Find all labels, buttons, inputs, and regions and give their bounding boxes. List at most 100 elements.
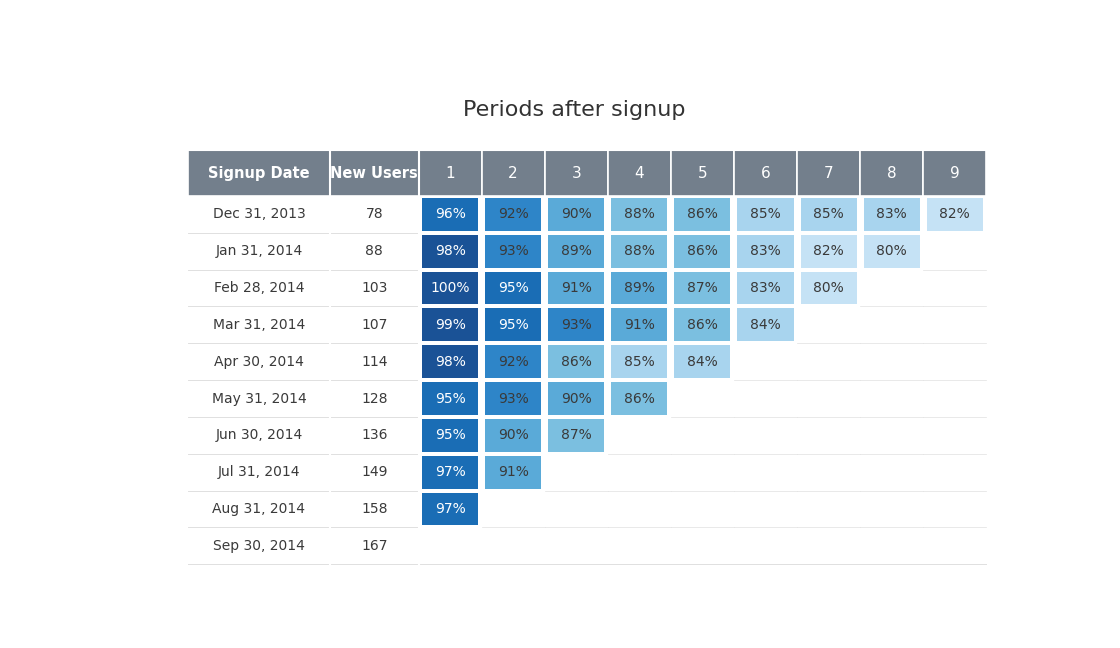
Text: 3: 3 [571, 165, 581, 181]
Bar [330, 233, 419, 270]
Bar [422, 492, 478, 526]
Bar [860, 150, 923, 196]
Bar [422, 308, 478, 341]
Bar [419, 150, 482, 196]
Bar [485, 419, 541, 452]
Bar [674, 198, 730, 231]
Bar [330, 380, 419, 417]
Bar [188, 527, 330, 564]
Text: 86%: 86% [561, 354, 591, 369]
Text: Aug 31, 2014: Aug 31, 2014 [213, 502, 306, 516]
Bar [923, 150, 987, 196]
Bar [548, 235, 605, 268]
Text: 91%: 91% [561, 281, 591, 295]
Bar [548, 308, 605, 341]
Bar [485, 456, 541, 489]
Text: Periods after signup: Periods after signup [463, 100, 685, 120]
Text: 97%: 97% [435, 465, 466, 479]
Bar [671, 150, 734, 196]
Bar [330, 196, 419, 233]
Text: 89%: 89% [561, 244, 591, 259]
Text: 6: 6 [760, 165, 771, 181]
Text: May 31, 2014: May 31, 2014 [212, 391, 306, 406]
Text: 107: 107 [361, 318, 388, 332]
Text: Apr 30, 2014: Apr 30, 2014 [214, 354, 304, 369]
Text: 88%: 88% [624, 244, 655, 259]
Text: 83%: 83% [876, 207, 907, 222]
Bar [330, 491, 419, 527]
Text: Sep 30, 2014: Sep 30, 2014 [213, 539, 305, 553]
Bar [330, 454, 419, 491]
Bar [188, 491, 330, 527]
Text: 100%: 100% [430, 281, 469, 295]
Bar [422, 382, 478, 415]
Bar [188, 380, 330, 417]
Bar [485, 382, 541, 415]
Bar [548, 272, 605, 305]
Text: 80%: 80% [876, 244, 907, 259]
Text: Signup Date: Signup Date [208, 165, 310, 181]
Bar [608, 150, 671, 196]
Bar [188, 270, 330, 307]
Text: Feb 28, 2014: Feb 28, 2014 [214, 281, 305, 295]
Text: Jul 31, 2014: Jul 31, 2014 [217, 465, 300, 479]
Text: 85%: 85% [624, 354, 655, 369]
Bar [737, 235, 794, 268]
Text: 98%: 98% [435, 354, 466, 369]
Text: 80%: 80% [813, 281, 844, 295]
Bar [612, 345, 668, 378]
Bar [485, 235, 541, 268]
Text: 128: 128 [361, 391, 388, 406]
Bar [734, 150, 797, 196]
Text: 1: 1 [446, 165, 455, 181]
Bar [674, 272, 730, 305]
Bar [797, 150, 860, 196]
Bar [422, 235, 478, 268]
Bar [188, 150, 330, 196]
Text: 93%: 93% [497, 244, 529, 259]
Text: 85%: 85% [813, 207, 844, 222]
Text: 82%: 82% [940, 207, 970, 222]
Text: 89%: 89% [624, 281, 655, 295]
Bar [485, 272, 541, 305]
Text: 90%: 90% [497, 428, 529, 443]
Bar [330, 307, 419, 343]
Text: 83%: 83% [750, 244, 781, 259]
Text: 92%: 92% [497, 354, 529, 369]
Bar [737, 272, 794, 305]
Text: 114: 114 [361, 354, 388, 369]
Text: 86%: 86% [687, 244, 718, 259]
Text: 82%: 82% [813, 244, 844, 259]
Bar [674, 235, 730, 268]
Text: 98%: 98% [435, 244, 466, 259]
Text: 95%: 95% [497, 281, 529, 295]
Text: 84%: 84% [687, 354, 718, 369]
Text: 4: 4 [635, 165, 644, 181]
Bar [485, 198, 541, 231]
Bar [612, 198, 668, 231]
Text: 149: 149 [361, 465, 388, 479]
Text: 90%: 90% [561, 207, 591, 222]
Text: 9: 9 [950, 165, 960, 181]
Bar [422, 419, 478, 452]
Bar [548, 382, 605, 415]
Bar [188, 343, 330, 380]
Text: Dec 31, 2013: Dec 31, 2013 [213, 207, 306, 222]
Text: 158: 158 [361, 502, 388, 516]
Bar [612, 382, 668, 415]
Bar [485, 345, 541, 378]
Bar [330, 527, 419, 564]
Text: 83%: 83% [750, 281, 781, 295]
Bar [188, 417, 330, 454]
Bar [544, 150, 608, 196]
Bar [612, 308, 668, 341]
Bar [422, 272, 478, 305]
Bar [737, 198, 794, 231]
Bar [330, 270, 419, 307]
Text: 103: 103 [361, 281, 388, 295]
Bar [548, 198, 605, 231]
Text: 93%: 93% [561, 318, 591, 332]
Bar [612, 235, 668, 268]
Bar [188, 454, 330, 491]
Text: 92%: 92% [497, 207, 529, 222]
